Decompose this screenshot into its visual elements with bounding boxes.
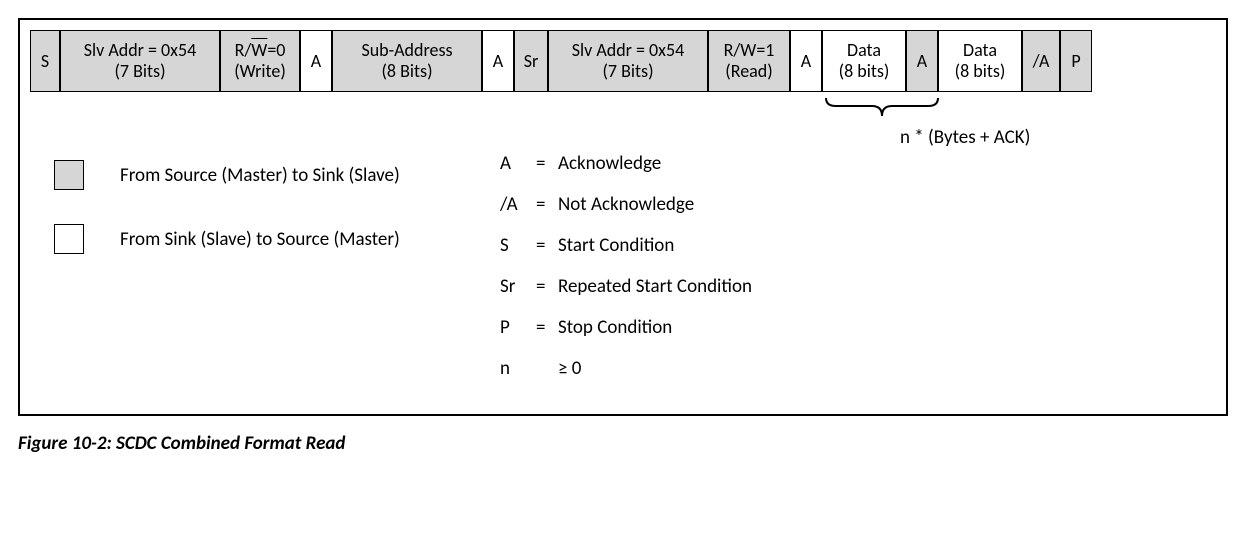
brace-region: n * (Bytes + ACK) — [30, 96, 1216, 126]
definition-eq: = — [536, 316, 558, 339]
definition-symbol: P — [500, 316, 536, 339]
cell-slv1: Slv Addr = 0x54(7 Bits) — [60, 30, 220, 92]
legend-label: From Sink (Slave) to Source (Master) — [120, 228, 400, 251]
definitions-column: A=Acknowledge/A=Not AcknowledgeS=Start C… — [500, 134, 1216, 398]
definition-text: Repeated Start Condition — [558, 275, 752, 298]
definition-symbol: Sr — [500, 275, 536, 298]
cell-rw1: R/W=1(Read) — [708, 30, 790, 92]
definition-row: A=Acknowledge — [500, 152, 1216, 175]
definition-row: S=Start Condition — [500, 234, 1216, 257]
definition-eq: = — [536, 193, 558, 216]
swatch-shaded — [54, 160, 84, 190]
curly-brace-icon — [824, 96, 940, 124]
figure-caption: Figure 10-2: SCDC Combined Format Read — [18, 432, 1236, 455]
definition-eq — [536, 357, 558, 380]
brace-note: n * (Bytes + ACK) — [900, 126, 1030, 149]
definition-text: ≥ 0 — [558, 357, 581, 380]
legend-label: From Source (Master) to Sink (Slave) — [120, 164, 400, 187]
definition-row: Sr=Repeated Start Condition — [500, 275, 1216, 298]
cell-p: P — [1060, 30, 1092, 92]
cell-a2: A — [482, 30, 514, 92]
definition-symbol: A — [500, 152, 536, 175]
cell-rw0: R/W=0(Write) — [220, 30, 300, 92]
figure-frame: SSlv Addr = 0x54(7 Bits)R/W=0(Write)ASub… — [18, 18, 1228, 416]
cell-d2: Data(8 bits) — [938, 30, 1022, 92]
legend-slave-to-master: From Sink (Slave) to Source (Master) — [54, 224, 500, 254]
legend-column: From Source (Master) to Sink (Slave) Fro… — [30, 134, 500, 398]
cell-d1: Data(8 bits) — [822, 30, 906, 92]
cell-s: S — [30, 30, 60, 92]
definition-symbol: S — [500, 234, 536, 257]
definition-text: Acknowledge — [558, 152, 661, 175]
protocol-sequence: SSlv Addr = 0x54(7 Bits)R/W=0(Write)ASub… — [30, 30, 1216, 92]
definition-text: Not Acknowledge — [558, 193, 694, 216]
definition-eq: = — [536, 275, 558, 298]
cell-sr: Sr — [514, 30, 548, 92]
legend-master-to-slave: From Source (Master) to Sink (Slave) — [54, 160, 500, 190]
definition-symbol: n — [500, 357, 536, 380]
definition-eq: = — [536, 152, 558, 175]
swatch-plain — [54, 224, 84, 254]
definition-row: P=Stop Condition — [500, 316, 1216, 339]
cell-a1: A — [300, 30, 332, 92]
definition-row: /A=Not Acknowledge — [500, 193, 1216, 216]
lower-row: From Source (Master) to Sink (Slave) Fro… — [30, 134, 1216, 398]
definition-text: Stop Condition — [558, 316, 672, 339]
cell-a4: A — [906, 30, 938, 92]
cell-sub: Sub-Address(8 Bits) — [332, 30, 482, 92]
definition-symbol: /A — [500, 193, 536, 216]
cell-a3: A — [790, 30, 822, 92]
cell-na: /A — [1022, 30, 1060, 92]
definition-row: n ≥ 0 — [500, 357, 1216, 380]
cell-slv2: Slv Addr = 0x54(7 Bits) — [548, 30, 708, 92]
definition-eq: = — [536, 234, 558, 257]
definition-text: Start Condition — [558, 234, 674, 257]
